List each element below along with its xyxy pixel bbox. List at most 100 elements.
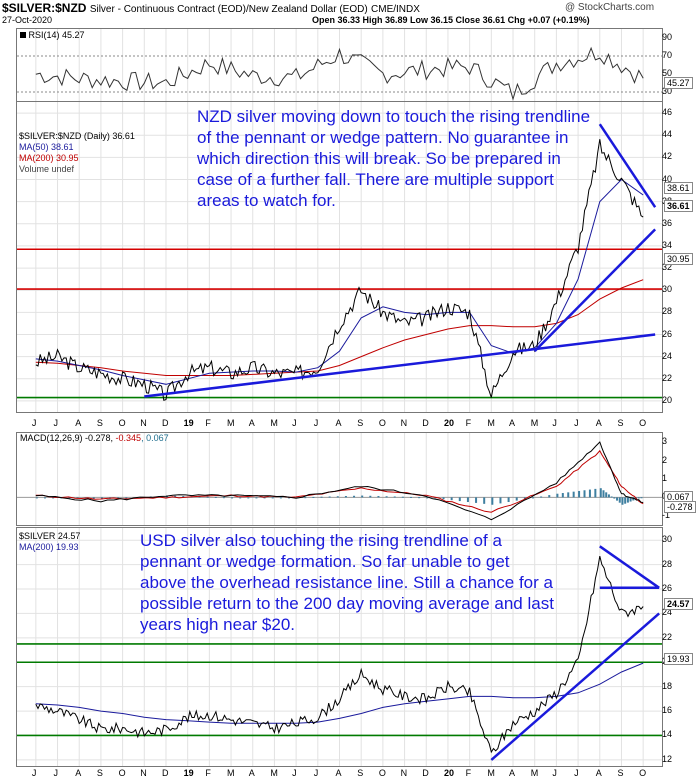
x-tick-label: D — [422, 768, 429, 778]
y-tick-label: 22 — [662, 372, 673, 383]
macd-histogram-bar — [466, 497, 469, 502]
symbol-description: Silver - Continuous Contract (EOD)/New Z… — [89, 4, 368, 15]
macd-histogram-bar — [540, 496, 543, 498]
rsi-swatch — [20, 32, 26, 38]
y-tick-label: 26 — [662, 583, 673, 594]
x-tick-label: M — [530, 418, 539, 428]
x-tick-label: M — [487, 418, 495, 428]
macd-histogram-bar — [499, 497, 502, 504]
x-tick-label: M — [227, 768, 235, 778]
macd-histogram-bar — [637, 497, 640, 499]
macd-histogram-bar — [231, 497, 234, 499]
x-tick-label: J — [574, 768, 579, 778]
usd-annotation: USD silver also touching the rising tren… — [140, 531, 554, 634]
macd-label-signal: -0.345 — [115, 433, 142, 443]
y-tick-label: 14 — [662, 729, 673, 740]
y-tick-label: 18 — [662, 680, 673, 691]
x-tick-label: M — [270, 768, 278, 778]
chart-header: $SILVER:$NZD Silver - Continuous Contrac… — [2, 1, 420, 15]
trendline — [533, 228, 657, 352]
x-tick-label: D — [161, 768, 169, 778]
x-tick-label: D — [161, 418, 169, 428]
macd-histogram-bar — [567, 492, 570, 498]
rsi-label: RSI(14) 45.27 — [20, 30, 85, 40]
x-tick-label: J — [53, 418, 59, 428]
x-tick-label: F — [205, 768, 211, 778]
macd-histogram-bar — [239, 497, 242, 499]
macd-histogram-bar — [578, 490, 581, 498]
macd-histogram-bar — [409, 496, 412, 498]
x-tick-label: J — [313, 768, 319, 778]
x-tick-label: O — [378, 768, 386, 778]
macd-histogram-bar — [602, 490, 605, 498]
macd-histogram-bar — [607, 494, 610, 498]
macd-histogram-bar — [572, 491, 575, 498]
trendline — [599, 545, 660, 589]
x-tick-label: N — [400, 768, 408, 778]
x-tick-label: A — [248, 418, 255, 428]
x-tick-label: N — [140, 418, 147, 428]
macd-histogram-bar — [605, 492, 608, 498]
y-tick-label: 16 — [662, 705, 673, 716]
nzd-price-chart — [17, 102, 662, 412]
ma200-line — [35, 279, 644, 376]
x-tick-label: F — [465, 768, 472, 778]
rsi-chart — [17, 29, 662, 101]
y-tick-label: 36 — [662, 217, 673, 228]
x-tick-label: S — [96, 768, 103, 778]
x-tick-label: O — [118, 418, 126, 428]
macd-histogram-bar — [624, 497, 627, 504]
macd-histogram-bar — [92, 497, 95, 500]
macd-histogram-bar — [621, 497, 624, 505]
rsi-line — [35, 46, 644, 101]
y-tick-label: 32 — [662, 262, 673, 273]
nzd-legend-ma50: MA(50) 38.61 — [19, 142, 74, 152]
macd-histogram-bar — [43, 497, 46, 499]
x-tick-label: 20 — [443, 768, 454, 778]
macd-histogram-bar — [182, 496, 185, 498]
macd-histogram-bar — [401, 496, 404, 498]
macd-histogram-bar — [174, 495, 177, 498]
macd-histogram-bar — [515, 497, 518, 501]
y-tick-label: 90 — [662, 32, 673, 42]
trendline — [598, 123, 657, 208]
nzd-price-panel — [16, 101, 663, 413]
macd-label-hist: , 0.067 — [141, 433, 169, 443]
x-tick-label: J — [552, 418, 557, 428]
usd-legend-price: $SILVER 24.57 — [19, 531, 81, 541]
chart-date: 27-Oct-2020 — [2, 15, 53, 25]
macd-histogram-bar — [263, 497, 266, 499]
macd-histogram-bar — [561, 493, 564, 498]
nzd-close-tag: 36.61 — [664, 200, 693, 212]
ohlc-readout: Open 36.33 High 36.89 Low 36.15 Close 36… — [312, 15, 590, 25]
macd-histogram-bar — [247, 497, 250, 499]
x-tick-label: M — [530, 768, 539, 778]
x-tick-label: S — [96, 418, 103, 428]
macd-histogram-bar — [320, 496, 323, 498]
price-line — [35, 555, 644, 754]
x-tick-label: O — [639, 418, 647, 428]
y-tick-label: 28 — [662, 306, 673, 317]
x-tick-label: A — [335, 768, 342, 778]
usd-legend-ma200: MA(200) 19.93 — [19, 542, 79, 552]
macd-histogram-bar — [222, 497, 225, 499]
macd-histogram-bar — [255, 497, 258, 499]
macd-histogram-bar — [640, 497, 643, 499]
macd-histogram-bar — [206, 496, 209, 498]
y-tick-label: 44 — [662, 129, 673, 140]
y-tick-label: 12 — [662, 753, 673, 764]
macd-histogram-bar — [385, 496, 388, 498]
y-tick-label: 24 — [662, 350, 673, 361]
x-tick-label: O — [639, 768, 647, 778]
rsi-label-text: RSI(14) 45.27 — [28, 30, 85, 40]
macd-histogram-bar — [491, 497, 494, 505]
macd-histogram-bar — [434, 497, 437, 499]
y-tick-label: 30 — [662, 534, 673, 545]
macd-histogram-bar — [616, 497, 619, 501]
rsi-panel — [16, 28, 663, 102]
macd-histogram-bar — [125, 497, 128, 499]
macd-histogram-bar — [312, 496, 315, 498]
nzd-legend-volume: Volume undef — [19, 164, 75, 174]
macd-histogram-bar — [629, 497, 632, 502]
y-tick-label: 3 — [662, 436, 668, 447]
